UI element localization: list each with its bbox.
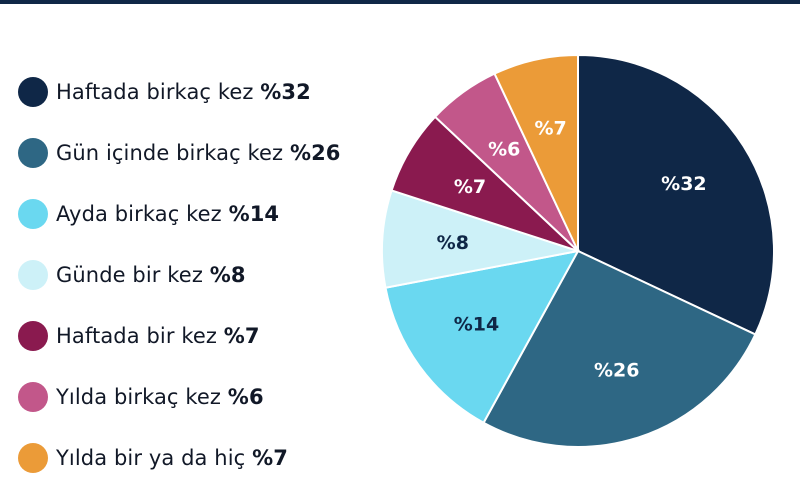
legend-swatch	[18, 198, 48, 229]
slice-value-label: %14	[454, 314, 499, 336]
legend-item: Günde bir kez %8	[18, 244, 341, 305]
legend-value: %7	[223, 323, 260, 348]
pie-slice	[493, 53, 579, 252]
slice-value-label: %7	[454, 176, 486, 198]
legend-item: Gün içinde birkaç kez %26	[18, 122, 341, 183]
legend-value: %14	[228, 201, 280, 226]
legend-value: %8	[209, 262, 246, 287]
legend-swatch	[18, 76, 48, 107]
legend-item: Yılda birkaç kez %6	[18, 366, 341, 427]
legend-swatch	[18, 381, 48, 412]
legend-swatch	[18, 259, 48, 290]
legend-swatch	[18, 320, 48, 351]
legend-value: %26	[289, 140, 341, 165]
legend-item: Haftada bir kez %7	[18, 305, 341, 366]
legend-item: Ayda birkaç kez %14	[18, 183, 341, 244]
slice-value-label: %8	[437, 232, 469, 254]
pie-slice	[577, 53, 775, 336]
slice-value-label: %26	[594, 359, 639, 381]
pie-slice	[381, 189, 579, 289]
slice-value-label: %6	[488, 139, 520, 161]
legend-label: Yılda birkaç kez	[56, 384, 222, 409]
legend-value: %32	[260, 79, 311, 104]
slice-value-label: %7	[535, 118, 567, 140]
legend-item: Haftada birkaç kez %32	[18, 61, 341, 122]
slice-value-label: %32	[661, 173, 706, 195]
top-accent-bar	[0, 0, 800, 4]
pie-slice	[384, 249, 580, 425]
legend-label: Günde bir kez	[56, 262, 203, 287]
legend-label: Ayda birkaç kez	[56, 201, 222, 226]
legend-label: Gün içinde birkaç kez	[56, 140, 284, 165]
legend-value: %6	[227, 384, 264, 409]
pie-chart: %32%26%14%8%7%6%7	[381, 53, 775, 448]
legend-label: Haftada birkaç kez	[56, 79, 254, 104]
legend-swatch	[18, 137, 48, 168]
legend-label: Haftada bir kez	[56, 323, 217, 348]
